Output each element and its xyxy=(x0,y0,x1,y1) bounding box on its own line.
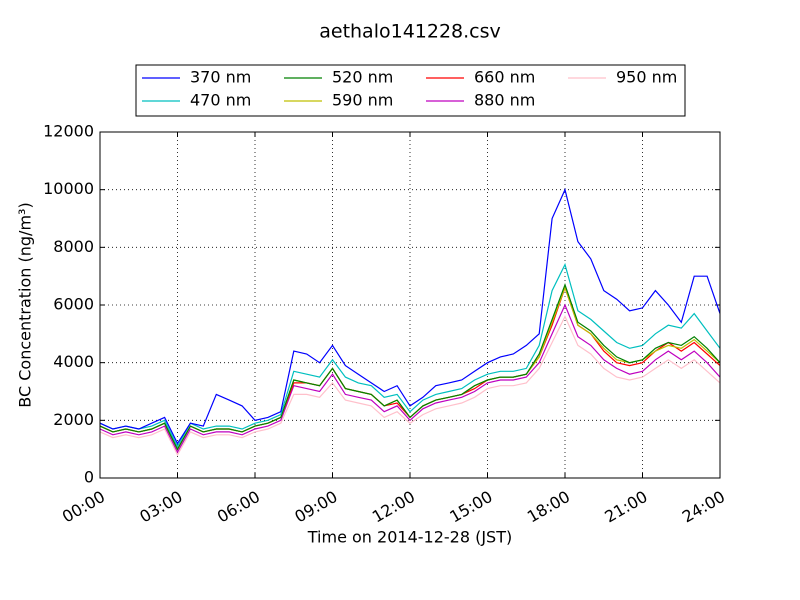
legend-label: 660 nm xyxy=(474,68,535,87)
y-tick-label: 6000 xyxy=(53,295,94,314)
series-line xyxy=(99,187,721,445)
legend-label: 370 nm xyxy=(190,68,251,87)
legend-label: 950 nm xyxy=(616,68,677,87)
legend-label: 470 nm xyxy=(190,91,251,110)
legend-label: 520 nm xyxy=(332,68,393,87)
series-line xyxy=(99,315,721,457)
y-tick-label: 10000 xyxy=(43,179,94,198)
series-line xyxy=(99,303,721,454)
x-axis-label: Time on 2014-12-28 (JST) xyxy=(307,528,512,547)
series-line xyxy=(99,262,721,448)
y-tick-label: 4000 xyxy=(53,352,94,371)
y-tick-label: 0 xyxy=(84,468,94,487)
y-tick-label: 2000 xyxy=(53,410,94,429)
legend-label: 880 nm xyxy=(474,91,535,110)
legend-label: 590 nm xyxy=(332,91,393,110)
chart-title: aethalo141228.csv xyxy=(319,21,501,43)
y-tick-label: 12000 xyxy=(43,122,94,141)
legend-box xyxy=(135,64,686,117)
series-line xyxy=(99,283,721,451)
y-axis-label: BC Concentration (ng/m³) xyxy=(16,202,35,407)
y-tick-label: 8000 xyxy=(53,237,94,256)
plot-frame xyxy=(99,131,721,479)
